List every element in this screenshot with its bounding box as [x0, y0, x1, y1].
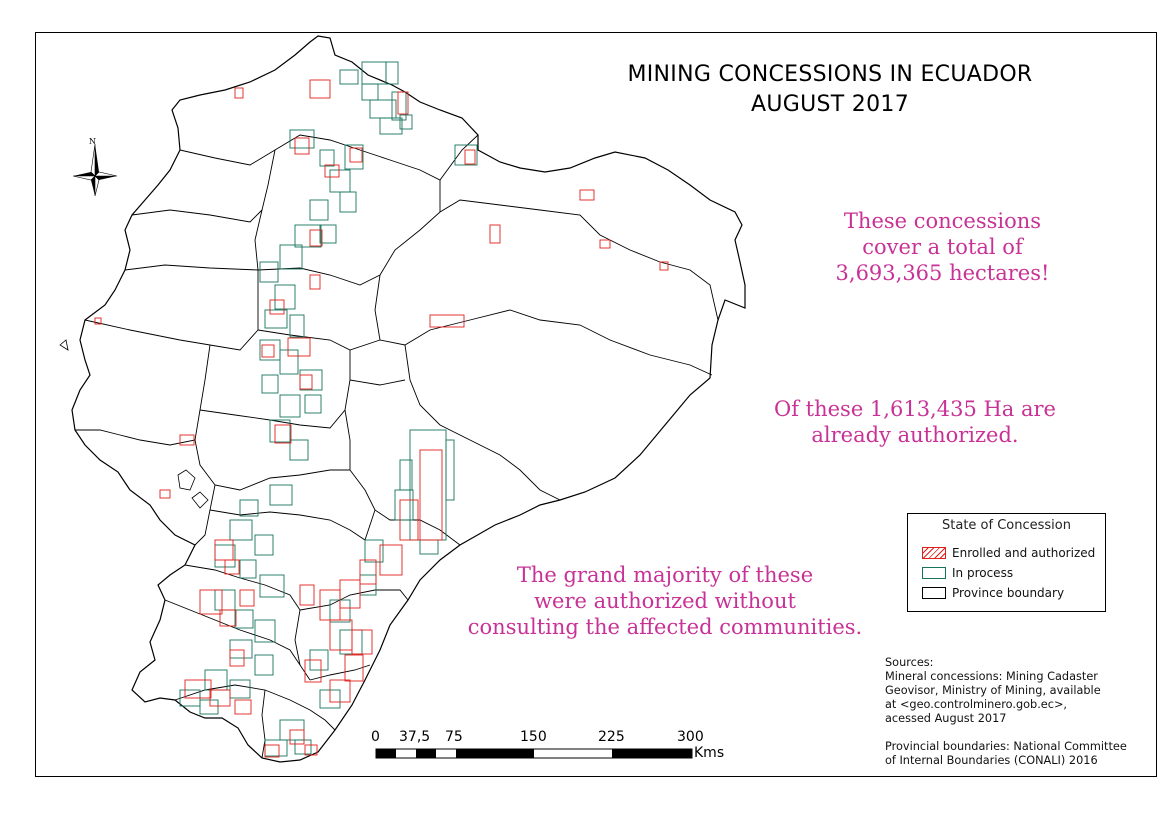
- compass-rose: [72, 143, 118, 197]
- sources-spacer: [885, 726, 1150, 740]
- annotation-total-hectares: These concessions cover a total of 3,693…: [800, 208, 1085, 286]
- annotation-line: The grand majority of these: [516, 563, 814, 587]
- country-outline: [71, 35, 746, 763]
- annotation-line: cover a total of: [862, 235, 1023, 259]
- legend-swatch-hatched: [922, 547, 946, 559]
- scale-tick-label: 150: [520, 729, 547, 745]
- map-title: MINING CONCESSIONS IN ECUADOR: [627, 62, 1033, 87]
- legend: State of Concession Enrolled and authori…: [907, 513, 1106, 612]
- legend-swatch-boundary: [922, 587, 946, 599]
- sources-line: acessed August 2017: [885, 712, 1007, 725]
- sources-line: Mineral concessions: Mining Cadaster: [885, 670, 1098, 683]
- legend-label: Province boundary: [952, 586, 1065, 600]
- scale-tick-label: 75: [445, 729, 463, 745]
- map-subtitle-date: AUGUST 2017: [751, 92, 909, 117]
- annotation-authorized: Of these 1,613,435 Ha are already author…: [740, 396, 1090, 448]
- annotation-line: Of these 1,613,435 Ha are: [774, 397, 1056, 421]
- province-boundaries: [75, 134, 719, 759]
- sources-line: of Internal Boundaries (CONALI) 2016: [885, 754, 1098, 767]
- legend-swatch-outline: [922, 567, 946, 579]
- legend-title: State of Concession: [942, 518, 1071, 533]
- sources-line: Provincial boundaries: National Committe…: [885, 740, 1127, 753]
- scale-unit-label: Kms: [694, 745, 725, 761]
- concessions-authorized: [94, 79, 669, 758]
- annotation-line: already authorized.: [811, 423, 1019, 447]
- scale-tick-label: 37,5: [399, 729, 431, 745]
- sources-line: Sources:: [885, 656, 934, 669]
- legend-label: In process: [952, 566, 1014, 580]
- compass-north-label: N: [89, 137, 96, 146]
- annotation-consultation: The grand majority of these were authori…: [440, 562, 890, 640]
- scale-tick-label: 300: [677, 729, 704, 745]
- scale-bar: [375, 748, 693, 759]
- coastal-islands: [59, 339, 209, 509]
- annotation-line: These concessions: [843, 209, 1042, 233]
- annotation-line: were authorized without: [534, 589, 796, 613]
- scale-tick-label: 0: [371, 729, 380, 745]
- scale-tick-label: 225: [598, 729, 625, 745]
- legend-label: Enrolled and authorized: [952, 546, 1096, 560]
- sources-line: Geovisor, Ministry of Mining, available: [885, 684, 1101, 697]
- annotation-line: consulting the affected communities.: [467, 615, 863, 639]
- annotation-line: 3,693,365 hectares!: [835, 261, 1050, 285]
- sources-block: Sources: Mineral concessions: Mining Cad…: [885, 656, 1150, 768]
- sources-line: at <geo.controlminero.gob.ec>,: [885, 698, 1068, 711]
